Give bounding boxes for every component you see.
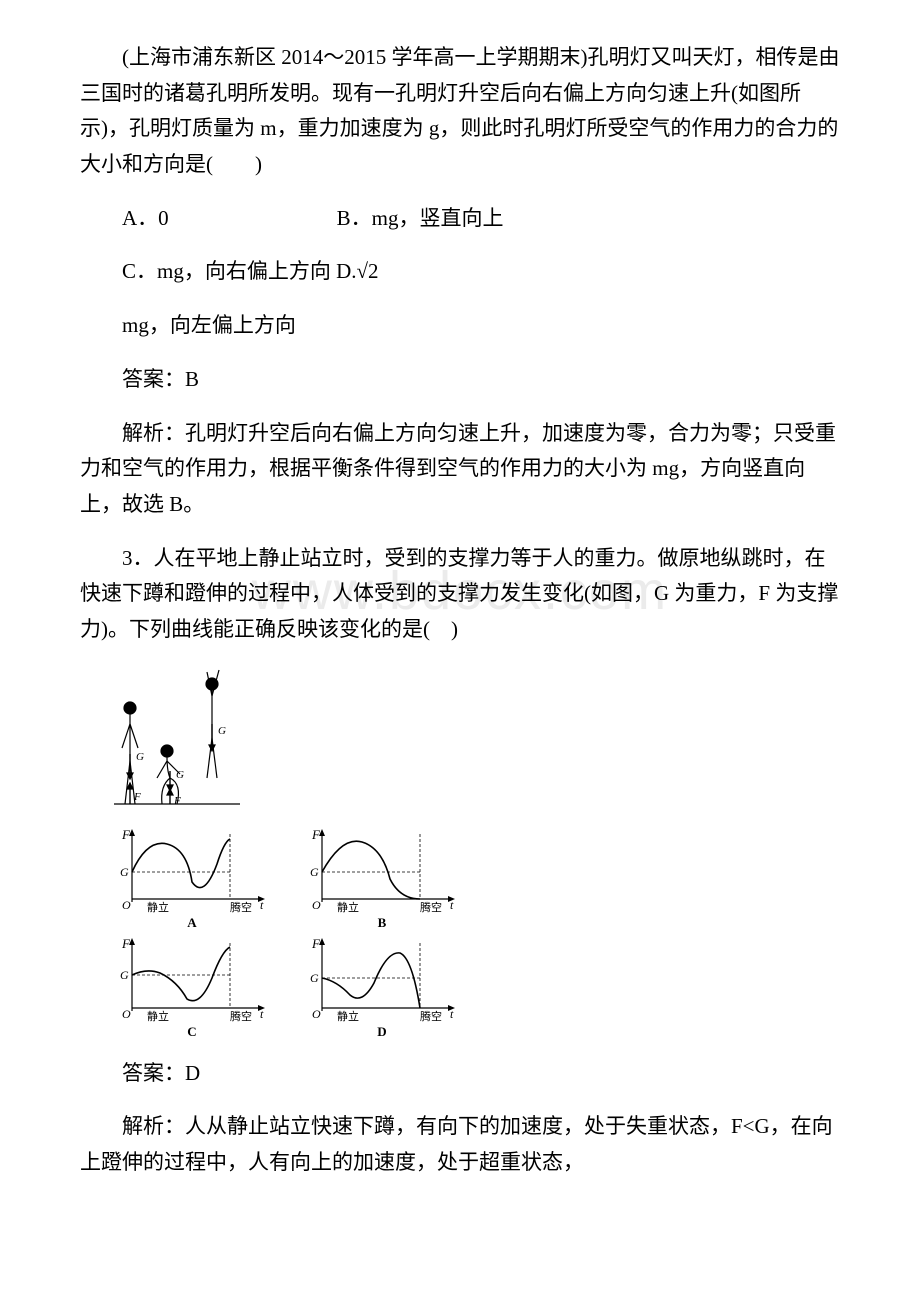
chart-b-phase1: 静立 (337, 900, 359, 914)
chart-d-label: D (377, 1024, 386, 1040)
fig-g-label-3: G (218, 725, 226, 737)
chart-d-phase1: 静立 (337, 1009, 359, 1023)
chart-b-G: G (310, 865, 319, 879)
chart-b: F G O t 静立 腾空 B (302, 824, 462, 929)
chart-a-phase2: 腾空 (230, 900, 252, 914)
q2-explain: 解析：孔明灯升空后向右偏上方向匀速上升，加速度为零，合力为零；只受重力和空气的作… (80, 416, 840, 523)
chart-b-t: t (450, 898, 454, 912)
chart-b-F: F (311, 827, 321, 842)
chart-a-G: G (120, 865, 129, 879)
chart-c-phase1: 静立 (147, 1009, 169, 1023)
q3-answer: 答案：D (80, 1056, 840, 1092)
q2-option-a-b: A．0 B．mg，竖直向上 (80, 201, 840, 237)
chart-b-label: B (378, 915, 387, 931)
q2-intro: (上海市浦东新区 2014～2015 学年高一上学期期末)孔明灯又叫天灯，相传是… (80, 40, 840, 183)
chart-c-label: C (187, 1024, 196, 1040)
q2-option-d-tail: mg，向左偏上方向 (80, 308, 840, 344)
chart-d-O: O (312, 1007, 321, 1021)
chart-c-F: F (121, 936, 131, 951)
chart-c-t: t (260, 1007, 264, 1021)
chart-d-phase2: 腾空 (420, 1009, 442, 1023)
q2-option-c-d: C．mg，向右偏上方向 D.√2 (80, 254, 840, 290)
chart-c-O: O (122, 1007, 131, 1021)
chart-d-F: F (311, 936, 321, 951)
fig-g-label-2: G (176, 769, 184, 781)
q3-stem: 3．人在平地上静止站立时，受到的支撑力等于人的重力。做原地纵跳时，在快速下蹲和蹬… (80, 541, 840, 648)
chart-d: F G O t 静立 腾空 D (302, 933, 462, 1038)
chart-a: F G O t 静立 腾空 A (112, 824, 272, 929)
chart-a-F: F (121, 827, 131, 842)
chart-a-t: t (260, 898, 264, 912)
document-content: (上海市浦东新区 2014～2015 学年高一上学期期末)孔明灯又叫天灯，相传是… (80, 40, 840, 1181)
chart-b-O: O (312, 898, 321, 912)
fig-f-label-2: F (173, 795, 181, 807)
q3-figure-block: G F G F (112, 666, 840, 1038)
chart-d-t: t (450, 1007, 454, 1021)
chart-a-phase1: 静立 (147, 900, 169, 914)
chart-c-G: G (120, 968, 129, 982)
q2-answer: 答案：B (80, 362, 840, 398)
fig-f-label-1: F (133, 791, 141, 803)
chart-a-label: A (187, 915, 196, 931)
jump-silhouette-figure: G F G F (112, 666, 242, 811)
chart-c-phase2: 腾空 (230, 1009, 252, 1023)
charts-grid: F G O t 静立 腾空 A (112, 824, 840, 1038)
chart-b-phase2: 腾空 (420, 900, 442, 914)
fig-g-label-1: G (136, 751, 144, 763)
chart-d-G: G (310, 971, 319, 985)
chart-a-O: O (122, 898, 131, 912)
q3-explain: 解析：人从静止站立快速下蹲，有向下的加速度，处于失重状态，F<G，在向上蹬伸的过… (80, 1109, 840, 1180)
chart-c: F G O t 静立 腾空 C (112, 933, 272, 1038)
